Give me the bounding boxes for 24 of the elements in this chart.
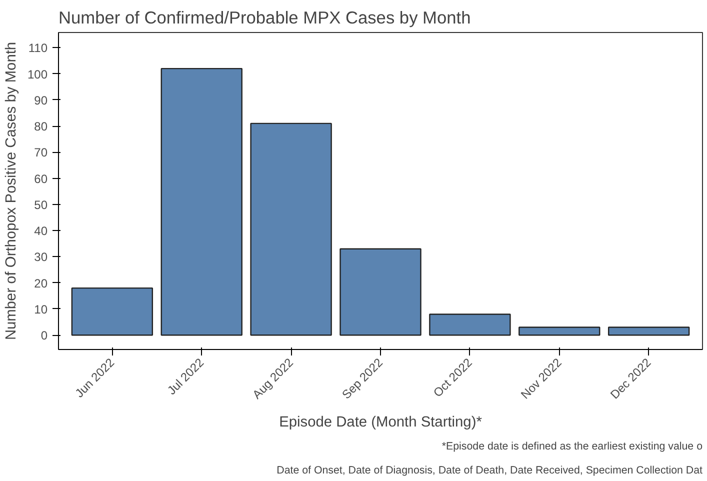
text: Date of Onset, Date of Diagnosis, Date of Death, Date Received, Specimen Collection Dat xyxy=(276,464,703,476)
y-tick-label: 90 xyxy=(34,93,48,108)
y-tick-label: 70 xyxy=(34,146,48,160)
x-axis-title: Episode Date (Month Starting)* xyxy=(279,414,482,431)
y-tick-label: 60 xyxy=(34,172,48,186)
y-tick-label: 50 xyxy=(34,198,48,212)
bar xyxy=(429,314,511,336)
y-axis-title: Number of Orthopox Positive Cases by Month xyxy=(3,42,20,340)
bar xyxy=(608,326,690,336)
y-tick-label: 0 xyxy=(40,328,48,343)
y-tick-label: 80 xyxy=(34,120,48,134)
y-tick-label: 30 xyxy=(34,250,48,264)
y-tick-label: 40 xyxy=(34,224,48,238)
bar xyxy=(340,248,422,336)
y-tick-label: 20 xyxy=(34,276,48,290)
bar xyxy=(160,68,242,336)
bar xyxy=(71,287,154,336)
text: *Episode date is defined as the earliest existing value o xyxy=(442,440,703,452)
bar xyxy=(518,326,600,336)
y-tick-label: 10 xyxy=(34,302,48,316)
bar xyxy=(250,122,332,336)
chart-title: Number of Confirmed/Probable MPX Cases by Month xyxy=(58,8,471,28)
y-tick-label: 110 xyxy=(28,41,48,56)
y-tick-label: 100 xyxy=(27,67,48,82)
